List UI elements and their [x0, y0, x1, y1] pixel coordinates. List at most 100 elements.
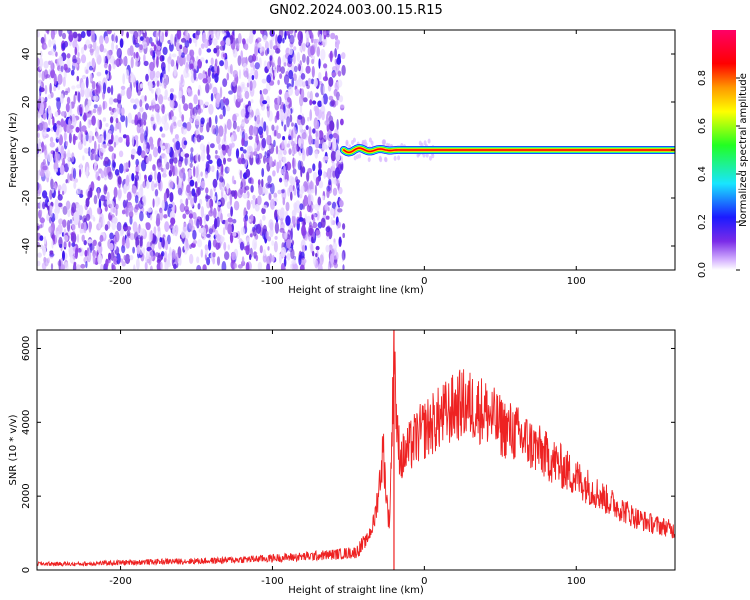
spectrogram-noise-cell: [269, 222, 274, 231]
spectrogram-noise-cell: [194, 113, 197, 120]
spectrogram-noise-cell: [50, 48, 56, 56]
spectrogram-noise-cell: [62, 76, 66, 87]
spectrogram-noise-cell: [245, 168, 251, 178]
spectrogram-noise-cell: [318, 72, 322, 80]
spectrogram-noise-cell: [264, 40, 269, 50]
spectrogram-noise-cell: [123, 184, 127, 194]
spectrogram-noise-cell: [77, 52, 80, 58]
spectrogram-noise-cell: [261, 167, 265, 178]
spectrogram-noise-cell: [333, 262, 338, 269]
spectrogram-y-tick-label: 0: [21, 147, 32, 153]
spectrogram-noise-cell: [100, 194, 106, 202]
spectrogram-noise-cell: [278, 30, 284, 39]
spectrogram-noise-cell: [214, 218, 218, 230]
spectrogram-noise-cell: [57, 84, 61, 91]
spectrogram-noise-cell: [314, 184, 317, 196]
spectrogram-noise-cell: [135, 51, 139, 59]
spectrogram-noise-cell: [128, 160, 131, 168]
spectrogram-y-tick-label: 20: [21, 96, 32, 109]
spectrogram-noise-cell: [288, 184, 293, 194]
spectrogram-noise-cell: [186, 53, 191, 62]
spectrogram-noise-cell: [56, 230, 60, 239]
spectrogram-noise-cell: [271, 124, 275, 131]
spectrogram-noise-cell: [285, 215, 291, 226]
spectrogram-noise-cell: [263, 155, 266, 164]
spectrogram-noise-cell: [255, 153, 260, 164]
spectrogram-noise-cell: [227, 244, 230, 251]
spectrogram-noise-cell: [240, 226, 246, 236]
spectrogram-noise-cell: [57, 194, 63, 201]
spectrogram-noise-cell: [122, 56, 128, 66]
snr-y-tick-label: 2000: [21, 483, 32, 508]
spectrogram-noise-cell: [163, 95, 168, 100]
spectrogram-noise-cell: [108, 242, 114, 251]
spectrogram-noise-cell: [76, 75, 80, 82]
spectrogram-noise-cell: [192, 229, 197, 240]
spectrogram-noise-cell: [167, 252, 173, 260]
spectrogram-noise-cell: [39, 217, 45, 224]
spectrogram-noise-cell: [295, 200, 301, 209]
spectrogram-noise-cell: [230, 206, 234, 217]
spectrogram-noise-cell: [312, 163, 316, 172]
spectrogram-noise-cell: [276, 64, 279, 74]
spectrogram-noise-cell: [85, 261, 88, 269]
spectrogram-noise-cell: [246, 237, 250, 246]
spectrogram-noise-cell: [340, 155, 343, 165]
spectrogram-noise-cell: [39, 224, 43, 229]
spectrogram-noise-cell: [108, 145, 114, 152]
spectrogram-noise-cell: [79, 204, 84, 216]
spectrogram-noise-cell: [44, 96, 48, 103]
spectrogram-noise-cell: [206, 257, 211, 266]
spectrogram-noise-cell: [278, 108, 284, 121]
spectrogram-noise-cell: [139, 211, 144, 222]
spectrogram-noise-cell: [204, 171, 209, 179]
spectrogram-noise-cell: [227, 167, 230, 172]
spectrogram-noise-cell: [259, 245, 263, 254]
spectrogram-noise-cell: [43, 121, 48, 130]
spectrogram-noise-cell: [71, 242, 76, 248]
spectrogram-noise-cell: [131, 185, 137, 194]
spectrogram-noise-cell: [83, 240, 87, 246]
spectrogram-noise-cell: [260, 30, 265, 35]
spectrogram-noise-cell: [134, 60, 139, 67]
spectrogram-noise-cell: [156, 51, 162, 56]
spectrogram-noise-cell: [153, 235, 158, 245]
spectrogram-noise-cell: [310, 32, 314, 44]
spectrogram-noise-cell: [126, 226, 132, 231]
spectrogram-noise-cell: [37, 191, 41, 197]
spectrogram-noise-cell: [179, 203, 185, 213]
spectrogram-noise-cell: [123, 255, 126, 261]
spectrogram-noise-cell: [266, 106, 270, 118]
spectrogram-noise-cell: [241, 137, 245, 147]
spectrogram-noise-cell: [342, 223, 346, 230]
spectrogram-noise-cell: [187, 193, 191, 201]
spectrogram-noise-cell: [193, 94, 198, 105]
spectrogram-noise-cell: [43, 113, 47, 120]
spectrogram-noise-cell: [169, 88, 175, 93]
spectrogram-noise-cell: [307, 194, 312, 206]
spectrogram-noise-cell: [335, 252, 339, 261]
spectrogram-noise-cell: [208, 103, 214, 115]
spectrogram-noise-cell: [314, 203, 320, 211]
spectrogram-noise-cell: [145, 73, 149, 82]
spectrogram-noise-region: [37, 30, 346, 270]
spectrogram-noise-cell: [139, 30, 142, 35]
spectrogram-noise-cell: [239, 186, 244, 195]
spectrogram-noise-cell: [335, 149, 341, 162]
spectrogram-noise-cell: [238, 69, 242, 80]
spectrogram-noise-cell: [124, 253, 131, 265]
spectrogram-y-axis-label: Frequency (Hz): [8, 112, 19, 188]
spectrogram-signal-halo: [367, 157, 371, 163]
spectrogram-noise-cell: [204, 248, 209, 256]
spectrogram-noise-cell: [113, 126, 118, 132]
spectrogram-noise-cell: [231, 142, 235, 148]
spectrogram-noise-cell: [205, 83, 210, 94]
spectrogram-noise-cell: [176, 39, 181, 51]
spectrogram-noise-cell: [311, 214, 314, 221]
spectrogram-noise-cell: [161, 173, 167, 178]
spectrogram-noise-cell: [189, 49, 195, 58]
spectrogram-noise-cell: [139, 99, 143, 108]
spectrogram-noise-cell: [90, 30, 95, 35]
spectrogram-noise-cell: [117, 176, 122, 185]
spectrogram-noise-cell: [250, 214, 254, 222]
